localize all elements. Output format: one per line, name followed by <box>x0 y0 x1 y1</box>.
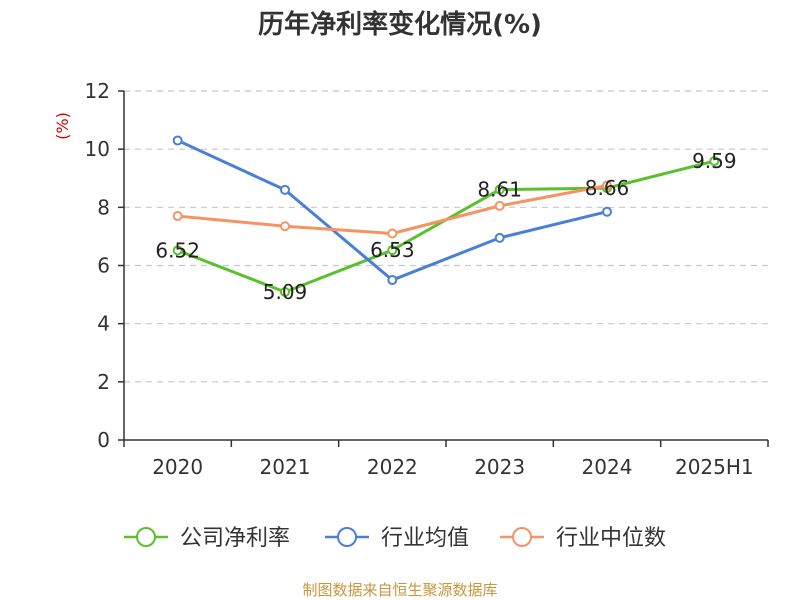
x-tick-label: 2023 <box>474 455 525 479</box>
data-point-marker <box>387 228 398 239</box>
data-point-marker <box>602 206 612 217</box>
data-label: 9.59 <box>692 149 737 173</box>
y-tick-label: 8 <box>97 195 110 219</box>
data-labels: 6.52 5.09 6.53 8.61 8.66 9.59 <box>155 149 736 304</box>
y-tick-label: 10 <box>85 137 110 161</box>
data-source-note: 制图数据来自恒生聚源数据库 <box>302 581 497 599</box>
legend-marker-2 <box>512 527 532 547</box>
y-tick-label: 2 <box>97 370 110 394</box>
data-label: 5.09 <box>263 280 308 304</box>
y-tick-label: 6 <box>97 254 110 278</box>
data-point-marker <box>387 245 398 256</box>
x-tick-label: 2021 <box>260 455 311 479</box>
x-tick-label: 2025H1 <box>675 455 754 479</box>
y-tick-label: 12 <box>85 79 110 103</box>
data-label: 6.53 <box>370 238 415 262</box>
data-point-marker <box>172 135 183 146</box>
data-point-marker <box>280 221 290 232</box>
data-label: 8.61 <box>477 178 522 202</box>
data-point-marker <box>709 156 720 167</box>
data-point-marker <box>280 184 290 195</box>
data-point-marker <box>280 286 290 297</box>
legend-marker-1 <box>337 527 357 547</box>
x-tick-label: 2024 <box>582 455 633 479</box>
series-line-0 <box>177 159 715 294</box>
data-point-marker <box>494 184 505 195</box>
data-point-marker <box>172 211 183 222</box>
legend-label-1: 行业均值 <box>381 526 469 551</box>
data-point-marker <box>387 275 398 286</box>
y-axis-unit-label: (%) <box>53 112 72 140</box>
legend-label-0: 公司净利率 <box>180 526 290 551</box>
x-tick-label: 2022 <box>367 455 418 479</box>
data-point-marker <box>602 180 612 191</box>
x-tick-label: 2020 <box>152 455 203 479</box>
gridlines <box>124 90 768 383</box>
chart-title: 历年净利率变化情况(%) <box>258 9 542 40</box>
data-label: 6.52 <box>155 238 200 262</box>
legend-marker-0 <box>136 527 156 547</box>
legend: 公司净利率 行业均值 行业中位数 <box>124 526 666 551</box>
data-point-marker <box>494 200 505 211</box>
data-point-marker <box>494 232 505 243</box>
axes: 0 2 4 6 8 10 12 2020 2021 2022 2023 2024 2025H1 <box>85 79 769 479</box>
data-label: 8.66 <box>585 176 630 200</box>
series-lines <box>172 135 720 297</box>
y-tick-label: 4 <box>97 312 110 336</box>
y-tick-label: 0 <box>97 428 110 452</box>
data-point-marker <box>172 245 183 256</box>
legend-label-2: 行业中位数 <box>556 526 666 551</box>
